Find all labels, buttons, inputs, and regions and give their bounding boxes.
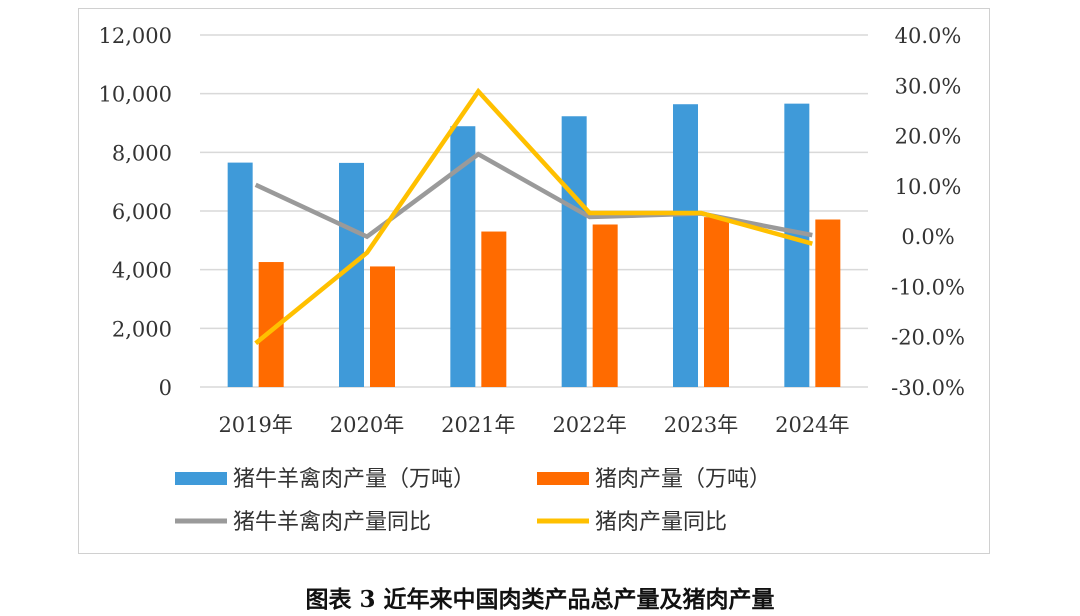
- legend-swatch: [175, 472, 227, 485]
- y-right-tick-label: 10.0%: [895, 175, 962, 199]
- legend-label: 猪牛羊禽肉产量同比: [233, 510, 431, 535]
- bar-total-meat: [227, 162, 253, 387]
- y-left-tick-label: 6,000: [112, 200, 172, 224]
- bar-pork: [704, 217, 729, 387]
- y-right-tick-label: 30.0%: [895, 74, 962, 98]
- y-right-tick-label: 40.0%: [895, 24, 962, 48]
- legend-label: 猪肉产量同比: [595, 510, 727, 535]
- chart-frame: [78, 8, 990, 554]
- bar-pork: [481, 231, 507, 387]
- legend-label: 猪肉产量（万吨）: [595, 467, 771, 492]
- x-tick-label: 2023年: [664, 413, 738, 437]
- x-tick-label: 2022年: [552, 413, 626, 437]
- bar-pork: [815, 219, 841, 387]
- x-tick-label: 2020年: [330, 413, 404, 437]
- y-left-tick-label: 2,000: [112, 317, 172, 341]
- y-left-tick-label: 12,000: [99, 24, 172, 48]
- legend-swatch: [537, 472, 589, 485]
- x-tick-label: 2021年: [441, 413, 515, 437]
- y-left-tick-label: 4,000: [112, 259, 172, 283]
- y-right-tick-label: 20.0%: [895, 125, 962, 149]
- bar-total-meat: [561, 116, 587, 388]
- y-right-tick-label: 0.0%: [901, 225, 954, 249]
- y-right-tick-label: -30.0%: [891, 376, 965, 400]
- figure-caption: 图表 3 近年来中国肉类产品总产量及猪肉产量: [305, 586, 775, 613]
- x-tick-label: 2019年: [218, 413, 292, 437]
- legend-label: 猪牛羊禽肉产量（万吨）: [233, 467, 475, 492]
- y-left-tick-label: 0: [159, 376, 172, 400]
- bar-total-meat: [673, 104, 698, 387]
- bar-pork: [592, 224, 618, 387]
- x-tick-label: 2024年: [775, 413, 849, 437]
- y-left-tick-label: 10,000: [99, 83, 172, 107]
- bar-pork: [370, 266, 395, 387]
- line-pork-yoy: [254, 87, 813, 345]
- y-right-tick-label: -10.0%: [891, 275, 965, 299]
- bar-total-meat: [784, 103, 810, 387]
- y-right-tick-label: -20.0%: [891, 326, 965, 350]
- y-left-tick-label: 8,000: [112, 141, 172, 165]
